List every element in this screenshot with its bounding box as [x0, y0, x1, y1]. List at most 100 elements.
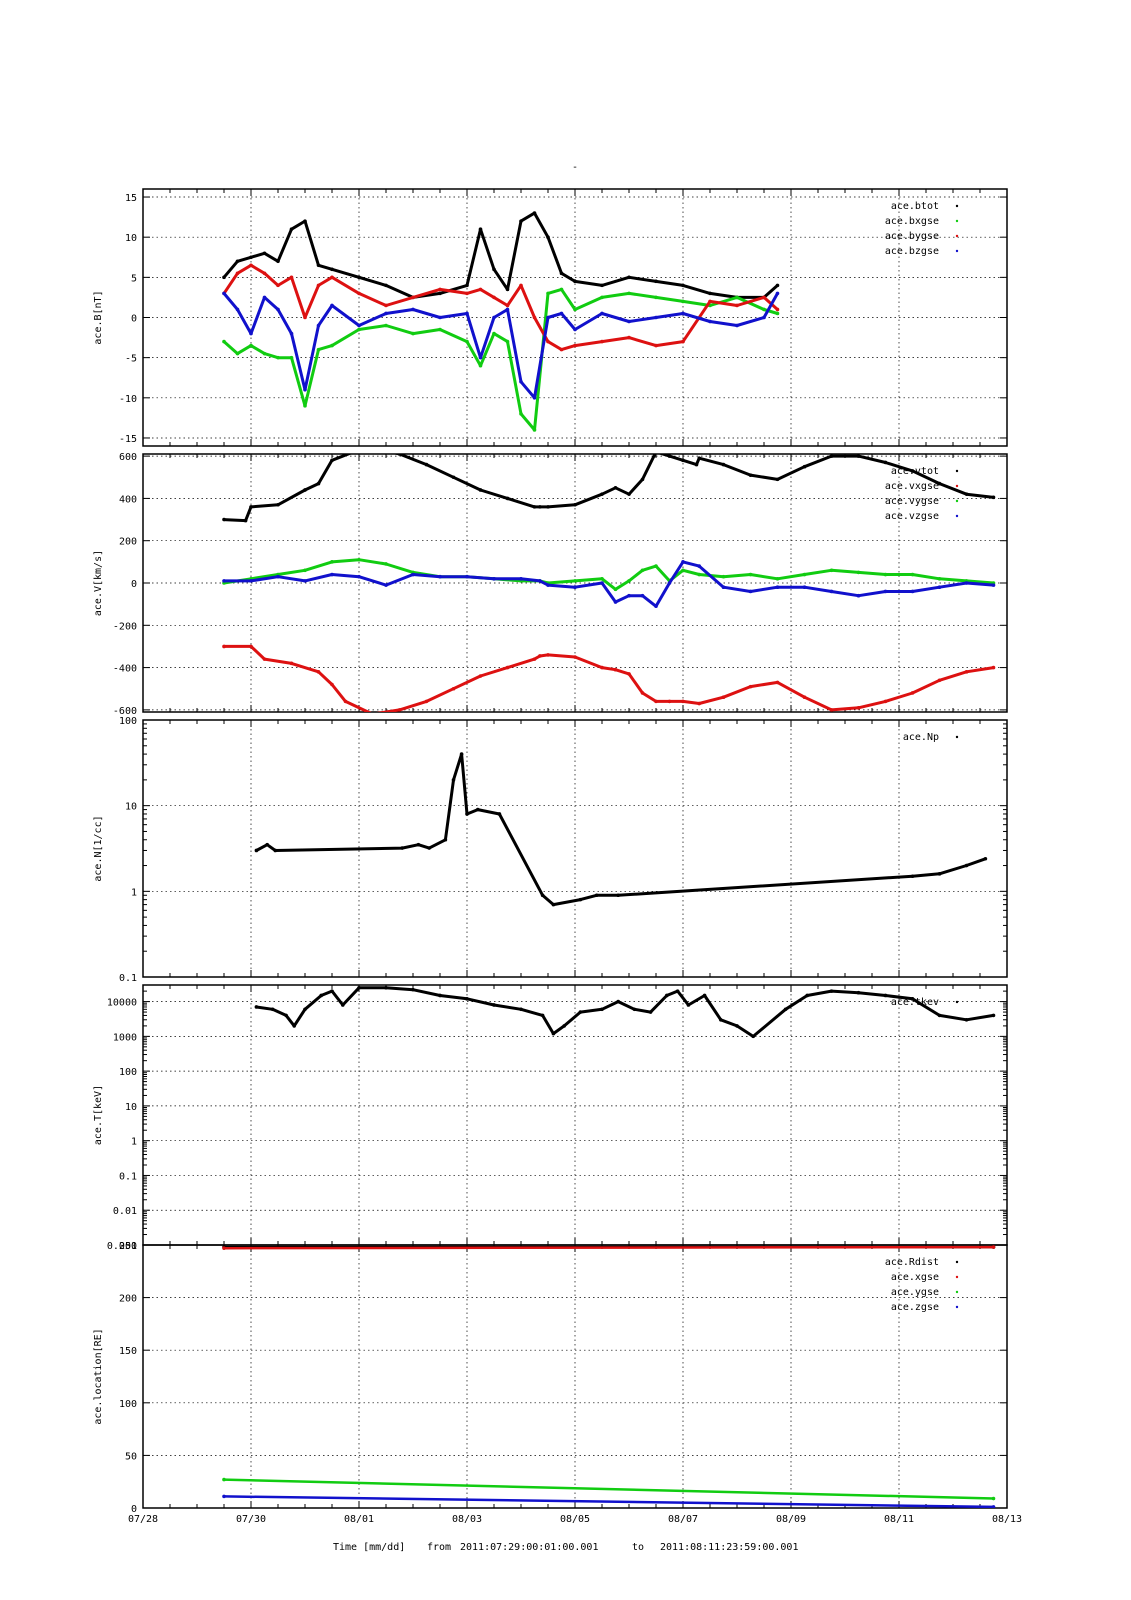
y-tick-label: -200 [113, 621, 137, 632]
point-ace-vtot [937, 481, 942, 486]
point-ace-vzgse [384, 583, 388, 587]
point-ace-vzgse [667, 581, 672, 585]
point-ace-vxgse [343, 699, 348, 704]
point-ace-vtot [829, 454, 834, 458]
point-ace-bzgse [438, 315, 442, 320]
point-ace-tkev [686, 1003, 691, 1007]
point-ace-tkev [270, 1007, 275, 1012]
legend-marker [955, 204, 959, 208]
point-ace-vxgse [478, 674, 483, 678]
point-ace-bygse [735, 303, 739, 308]
point-ace-vxgse [451, 686, 456, 691]
point-ace-bxgse [627, 291, 631, 296]
point-ace-tkev [384, 985, 388, 990]
y-tick-label: 1000 [113, 1032, 137, 1043]
point-ace-vzgse [640, 593, 645, 598]
point-ace-btot [465, 283, 469, 288]
point-ace-vygse [775, 576, 780, 581]
y-tick-label: 10 [125, 1102, 137, 1113]
panel-temperature: 0.001 0.01 0.1 1 10 100 1000 10000 ace.T[keV] ace… [93, 984, 1008, 1252]
point-ace-vzgse [654, 604, 658, 609]
point-ace-bzgse [316, 323, 321, 328]
point-ace-vzgse [937, 585, 942, 590]
y-tick-label: 1 [131, 887, 137, 898]
point-ace-tkev [719, 1017, 723, 1022]
point-ace-bxgse [654, 295, 658, 300]
point-ace-vzgse [829, 589, 834, 594]
point-ace-bygse [627, 335, 631, 340]
point-ace-vxgse [546, 653, 550, 657]
point-ace-vzgse [697, 564, 701, 568]
point-ace-vygse [600, 576, 604, 581]
point-ace-bygse [519, 283, 523, 288]
legend-ace-zgse: ace.zgse [891, 1302, 939, 1313]
point-ace-tkev [519, 1007, 523, 1012]
point-ace-vtot [681, 458, 685, 463]
point-ace-vtot [775, 477, 780, 482]
point-ace-tkev [964, 1017, 969, 1022]
legend-ace-tkev: ace.tkev [891, 997, 939, 1008]
point-ace-bygse [478, 287, 483, 292]
point-ace-tkev [665, 993, 669, 998]
series-group [222, 1245, 996, 1508]
point-ace-vxgse [721, 695, 726, 699]
point-ace-tkev [254, 1005, 259, 1009]
y-tick-label: 10000 [107, 998, 137, 1009]
point-ace-Np [910, 874, 915, 879]
point-ace-vxgse [600, 665, 604, 670]
point-ace-Np [937, 872, 942, 876]
point-ace-tkev [805, 993, 809, 998]
y-tick-label: -400 [113, 664, 137, 675]
point-ace-Np [616, 893, 620, 898]
point-ace-bzgse [478, 355, 483, 360]
point-ace-vxgse [262, 657, 267, 661]
point-ace-vzgse [411, 572, 415, 577]
point-ace-vxgse [991, 665, 996, 670]
point-ace-tkev [648, 1010, 653, 1014]
point-ace-bxgse [384, 323, 388, 328]
point-ace-vtot [357, 448, 361, 452]
point-ace-bzgse [492, 315, 496, 320]
point-ace-btot [316, 263, 321, 268]
point-ace-bzgse [654, 315, 658, 320]
y-tick-label: 10 [125, 233, 137, 244]
point-ace-vzgse [465, 574, 469, 579]
y-tick-label: 0 [131, 314, 137, 325]
point-ace-bzgse [505, 307, 510, 312]
point-ace-btot [384, 283, 388, 288]
y-tick-label: 100 [119, 1399, 137, 1410]
point-ace-bzgse [384, 311, 388, 316]
point-ace-vxgse [505, 665, 510, 670]
point-ace-vygse [748, 572, 753, 577]
point-ace-vygse [910, 572, 915, 577]
point-ace-tkev [829, 989, 834, 993]
point-ace-vxgse [627, 672, 631, 676]
point-ace-vzgse [546, 583, 550, 587]
point-ace-vxgse [613, 667, 618, 672]
point-ace-bxgse [262, 351, 267, 356]
legend-ace-vtot: ace.vtot [891, 466, 939, 477]
point-ace-bxgse [681, 299, 685, 304]
point-ace-vzgse [802, 585, 807, 590]
legend-ace-Np: ace.Np [903, 732, 939, 743]
point-ace-btot [303, 219, 307, 223]
point-ace-bxgse [438, 327, 442, 332]
point-ace-bxgse [235, 351, 240, 356]
point-ace-bxgse [249, 343, 253, 348]
y-tick-label: -15 [119, 434, 137, 445]
point-ace-vtot [451, 475, 456, 480]
y-tick-label: 100 [119, 1067, 137, 1078]
point-ace-btot [654, 279, 658, 284]
point-ace-bygse [411, 295, 415, 300]
point-ace-Np [254, 848, 259, 853]
point-ace-bxgse [546, 291, 550, 296]
point-ace-tkev [675, 989, 680, 993]
point-ace-btot [505, 287, 510, 292]
point-ace-bxgse [559, 287, 564, 292]
point-ace-tkev [600, 1007, 604, 1012]
point-ace-vygse [721, 574, 726, 579]
point-ace-vxgse [856, 705, 861, 710]
point-ace-bxgse [411, 331, 415, 336]
point-ace-bygse [708, 299, 712, 304]
